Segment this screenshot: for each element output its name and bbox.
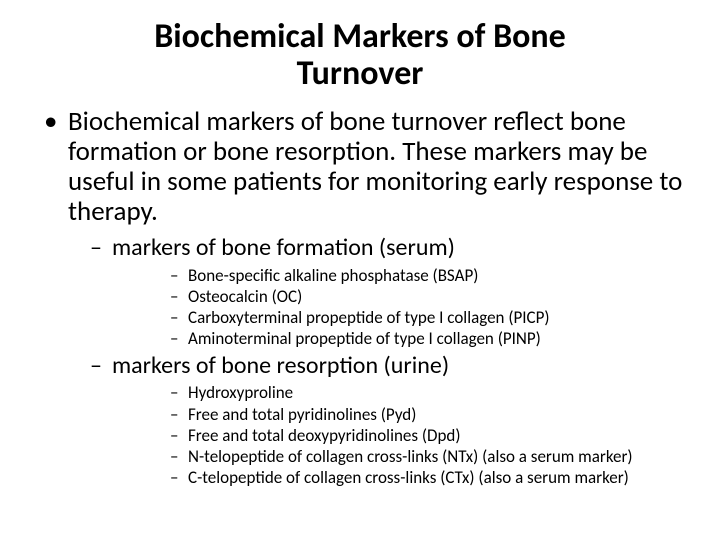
list-item: Carboxyterminal propeptide of type I col… <box>170 307 690 328</box>
item-text: Hydroxyproline <box>188 382 293 403</box>
list-item: Bone-specific alkaline phosphatase (BSAP… <box>170 265 690 286</box>
list-item: Aminoterminal propeptide of type I colla… <box>170 328 690 349</box>
section-resorption: markers of bone resorption (urine) Hydro… <box>90 352 690 489</box>
item-text: Bone-specific alkaline phosphatase (BSAP… <box>188 265 478 286</box>
list-item: N-telopeptide of collagen cross-links (N… <box>170 446 690 467</box>
list-item: Osteocalcin (OC) <box>170 286 690 307</box>
bullet-list-level1: Biochemical markers of bone turnover ref… <box>44 107 690 489</box>
bullet-list-level3: Hydroxyproline Free and total pyridinoli… <box>170 382 690 488</box>
list-item: C-telopeptide of collagen cross-links (C… <box>170 467 690 488</box>
section-heading: markers of bone resorption (urine) <box>112 351 449 380</box>
slide-title: Biochemical Markers of Bone Turnover <box>90 18 630 93</box>
item-text: Carboxyterminal propeptide of type I col… <box>188 307 550 328</box>
item-text: N-telopeptide of collagen cross-links (N… <box>188 446 633 467</box>
section-heading: markers of bone formation (serum) <box>112 233 455 262</box>
section-formation: markers of bone formation (serum) Bone-s… <box>90 234 690 350</box>
item-text: Free and total deoxypyridinolines (Dpd) <box>188 425 461 446</box>
bullet-list-level3: Bone-specific alkaline phosphatase (BSAP… <box>170 265 690 350</box>
item-text: Osteocalcin (OC) <box>188 286 302 307</box>
list-item: Free and total pyridinolines (Pyd) <box>170 404 690 425</box>
intro-text: Biochemical markers of bone turnover ref… <box>68 105 682 229</box>
list-item: Hydroxyproline <box>170 382 690 403</box>
item-text: C-telopeptide of collagen cross-links (C… <box>188 467 629 488</box>
intro-bullet: Biochemical markers of bone turnover ref… <box>44 107 690 489</box>
item-text: Aminoterminal propeptide of type I colla… <box>188 328 541 349</box>
slide: Biochemical Markers of Bone Turnover Bio… <box>0 0 720 540</box>
bullet-list-level2: markers of bone formation (serum) Bone-s… <box>90 234 690 489</box>
item-text: Free and total pyridinolines (Pyd) <box>188 404 416 425</box>
list-item: Free and total deoxypyridinolines (Dpd) <box>170 425 690 446</box>
